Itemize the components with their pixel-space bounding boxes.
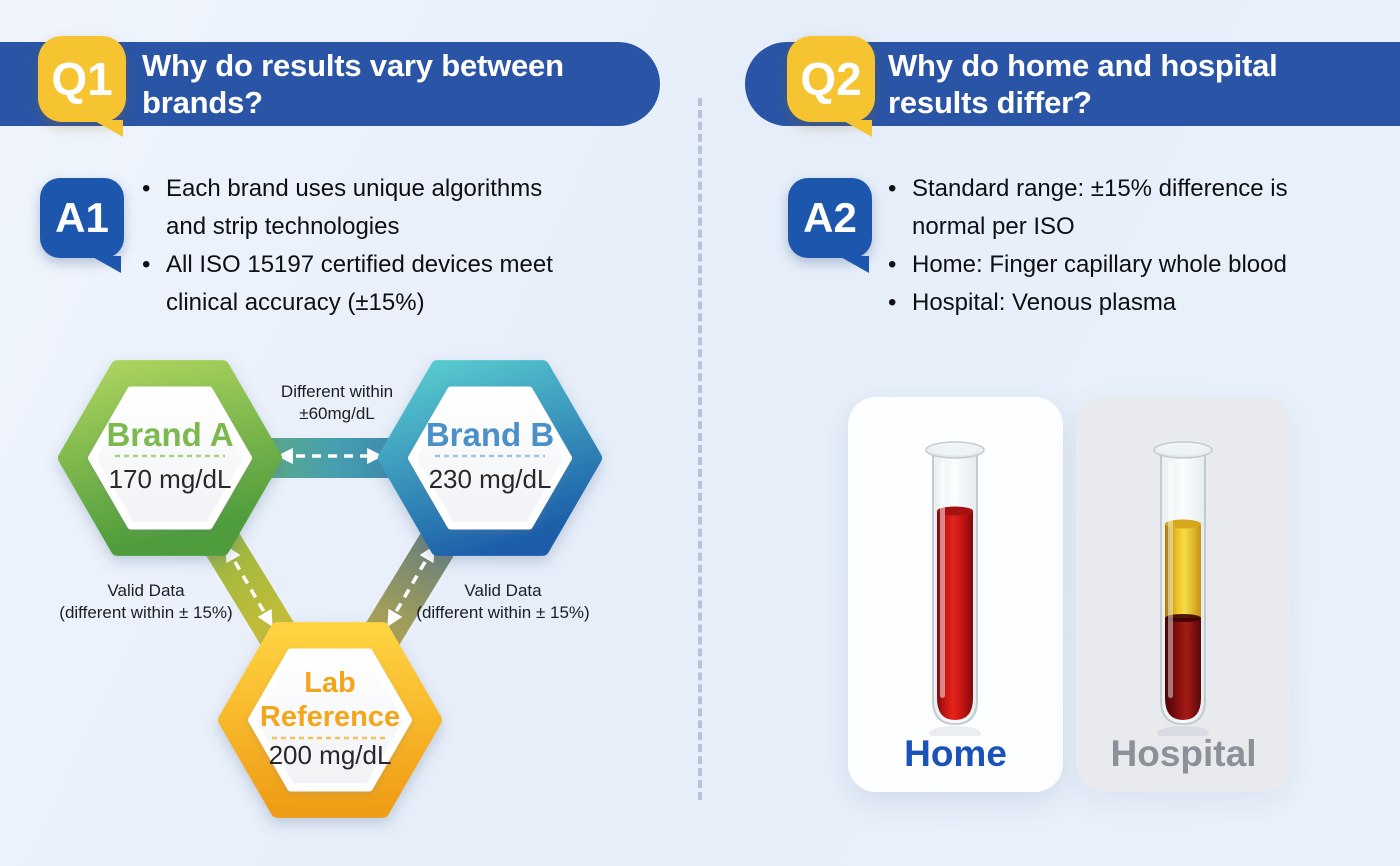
brand-a-name: Brand A — [106, 416, 233, 453]
hospital-test-tube-icon — [1153, 441, 1213, 736]
lab-value: 200 mg/dL — [269, 740, 392, 770]
tube-glass-highlight — [940, 462, 945, 698]
a2-bullet-2: • Home: Finger capillary whole blood — [888, 246, 1333, 284]
brand-a-hexagon: Brand A 170 mg/dL — [58, 360, 282, 556]
tube-blood-fill — [937, 511, 973, 720]
right-edge-label-line2: (different within ± 15%) — [416, 603, 589, 622]
brand-comparison-diagram: Brand A 170 mg/dL Brand B 230 mg/dL Lab … — [58, 360, 602, 818]
left-edge-label-line2: (different within ± 15%) — [59, 603, 232, 622]
a2-bullet-1-text: Standard range: ±15% difference is norma… — [912, 175, 1288, 240]
lab-name-line2: Reference — [260, 701, 400, 733]
q2-badge: Q2 — [787, 36, 875, 137]
tube-rim-inner — [1161, 444, 1205, 456]
brand-b-value: 230 mg/dL — [429, 464, 552, 494]
tube-rim-inner — [933, 444, 977, 456]
top-edge-label-line1: Different within — [281, 382, 393, 401]
a1-bullet-1-text: Each brand uses unique algorithms and st… — [166, 175, 543, 240]
a1-badge-tail — [91, 256, 121, 273]
brand-b-name: Brand B — [426, 416, 554, 453]
tube-cells-fill — [1165, 618, 1201, 720]
center-dashed-divider — [698, 98, 702, 800]
a1-badge: A1 — [40, 178, 124, 273]
left-edge-label-line1: Valid Data — [107, 581, 185, 600]
a2-bullet-3-text: Hospital: Venous plasma — [912, 289, 1177, 316]
brand-b-hexagon: Brand B 230 mg/dL — [378, 360, 602, 556]
a2-bullet-1: • Standard range: ±15% difference is nor… — [888, 170, 1333, 246]
top-edge-label-line2: ±60mg/dL — [299, 404, 375, 423]
a1-bullet-1: • Each brand uses unique algorithms and … — [142, 170, 572, 246]
bullet-dot-icon: • — [142, 175, 151, 202]
lab-reference-hexagon: Lab Reference 200 mg/dL — [218, 622, 442, 818]
a1-badge-label: A1 — [55, 194, 109, 241]
a2-badge: A2 — [788, 178, 872, 273]
q2-badge-label: Q2 — [800, 53, 862, 105]
tube-plasma-surface — [1165, 519, 1201, 529]
q2-question-title: Why do home and hospital results differ? — [888, 48, 1278, 120]
bullet-dot-icon: • — [142, 251, 151, 278]
a2-bullet-3: • Hospital: Venous plasma — [888, 284, 1333, 322]
a1-bullet-2-text: All ISO 15197 certified devices meet cli… — [166, 251, 553, 316]
hospital-label: Hospital — [1110, 733, 1257, 774]
right-edge-label-line1: Valid Data — [464, 581, 542, 600]
lab-hexagon-face — [248, 648, 412, 792]
a2-bullet-list: • Standard range: ±15% difference is nor… — [888, 170, 1333, 322]
brand-a-hexagon-face — [88, 386, 252, 530]
tube-glass-highlight — [1168, 462, 1173, 698]
bullet-dot-icon: • — [888, 175, 897, 202]
a1-bullet-2: • All ISO 15197 certified devices meet c… — [142, 246, 572, 322]
home-label: Home — [904, 733, 1007, 774]
a2-bullet-2-text: Home: Finger capillary whole blood — [912, 251, 1287, 278]
bullet-dot-icon: • — [888, 251, 897, 278]
q1-badge-label: Q1 — [51, 53, 113, 105]
bullet-dot-icon: • — [888, 289, 897, 316]
brand-a-value: 170 mg/dL — [109, 464, 232, 494]
brand-b-hexagon-face — [408, 386, 572, 530]
a2-badge-label: A2 — [803, 194, 857, 241]
tube-reflection — [1157, 726, 1209, 736]
q1-badge: Q1 — [38, 36, 126, 137]
tube-blood-surface — [937, 506, 973, 516]
tube-plasma-fill — [1165, 524, 1201, 618]
home-test-tube-icon — [925, 441, 985, 736]
tube-separation-line — [1165, 614, 1201, 622]
q1-question-title: Why do results vary between brands? — [142, 48, 564, 120]
tube-reflection — [929, 726, 981, 736]
a2-badge-tail — [839, 256, 869, 273]
lab-name-line1: Lab — [304, 667, 356, 699]
a1-bullet-list: • Each brand uses unique algorithms and … — [142, 170, 572, 322]
